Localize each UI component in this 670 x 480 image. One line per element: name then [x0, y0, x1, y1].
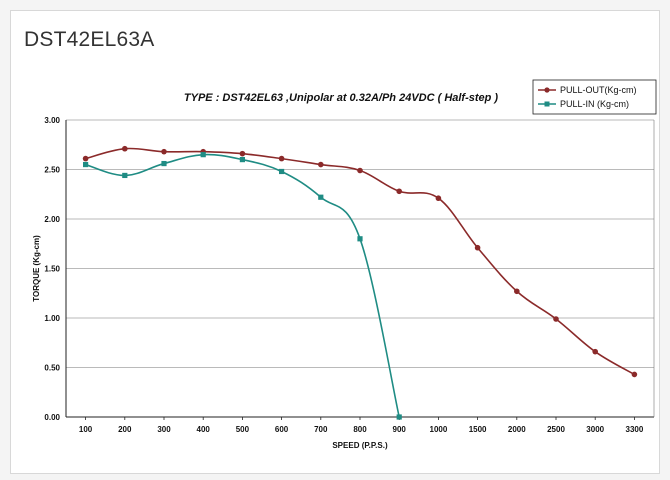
- pull-in-point: [200, 152, 206, 158]
- page-title: DST42EL63A: [24, 28, 155, 51]
- pull-in-point: [318, 194, 324, 200]
- pull-out-line: [85, 147, 635, 376]
- pull-in-point: [279, 168, 285, 175]
- y-tick-label: 3.00: [44, 116, 60, 125]
- x-tick-label: 900: [393, 425, 407, 434]
- x-tick-label: 2500: [547, 425, 565, 434]
- y-tick-label: 2.50: [44, 166, 60, 175]
- x-tick-label: 3300: [626, 425, 644, 434]
- pull-in-point: [122, 172, 128, 179]
- pull-out-point: [278, 155, 285, 162]
- pull-in-point: [83, 161, 89, 168]
- y-tick-label: 0.50: [44, 364, 60, 373]
- pull-out-point: [357, 167, 363, 174]
- x-tick-label: 600: [275, 425, 289, 434]
- pull-out-point: [161, 148, 167, 155]
- pull-out-point: [553, 316, 559, 322]
- x-tick-label: 700: [314, 425, 328, 434]
- pull-out-point: [82, 155, 89, 162]
- x-tick-label: 800: [353, 425, 367, 434]
- pull-out-point: [122, 145, 128, 152]
- legend-marker-pull-in: [544, 101, 550, 107]
- x-tick-label: 200: [118, 425, 132, 434]
- pull-out-point: [474, 244, 481, 251]
- y-tick-label: 2.00: [44, 215, 60, 224]
- x-axis-label: SPEED (P.P.S.): [332, 441, 388, 450]
- x-tick-label: 2000: [508, 425, 526, 434]
- x-tick-label: 500: [236, 425, 250, 434]
- y-tick-label: 1.50: [44, 265, 60, 274]
- legend-label-pull-out: PULL-OUT(Kg-cm): [560, 85, 637, 95]
- pull-in-point: [239, 157, 245, 163]
- pull-out-point: [318, 161, 324, 168]
- pull-out-point: [239, 150, 246, 157]
- chart-title: TYPE : DST42EL63 ,Unipolar at 0.32A/Ph 2…: [184, 92, 499, 104]
- legend-marker-pull-out: [544, 87, 550, 93]
- legend-box: [532, 79, 657, 115]
- y-tick-label: 1.00: [44, 314, 60, 323]
- pull-out-point: [631, 371, 638, 378]
- x-tick-label: 400: [197, 425, 211, 434]
- pull-out-point: [396, 188, 403, 195]
- pull-in-line: [85, 153, 400, 418]
- legend-label-pull-in: PULL-IN (Kg-cm): [560, 99, 629, 109]
- x-tick-label: 100: [79, 425, 93, 434]
- pull-out-point: [514, 288, 520, 295]
- x-tick-label: 1000: [430, 425, 448, 434]
- pull-in-point: [396, 414, 402, 420]
- pull-in-point: [357, 236, 363, 242]
- pull-in-point: [161, 160, 167, 167]
- x-tick-label: 300: [157, 425, 171, 434]
- x-tick-label: 3000: [586, 425, 604, 434]
- y-axis-label: TORQUE (Kg-cm): [32, 235, 41, 302]
- y-tick-label: 0.00: [44, 413, 60, 422]
- pull-out-point: [592, 348, 598, 355]
- pull-out-point: [435, 195, 442, 202]
- x-tick-label: 1500: [469, 425, 487, 434]
